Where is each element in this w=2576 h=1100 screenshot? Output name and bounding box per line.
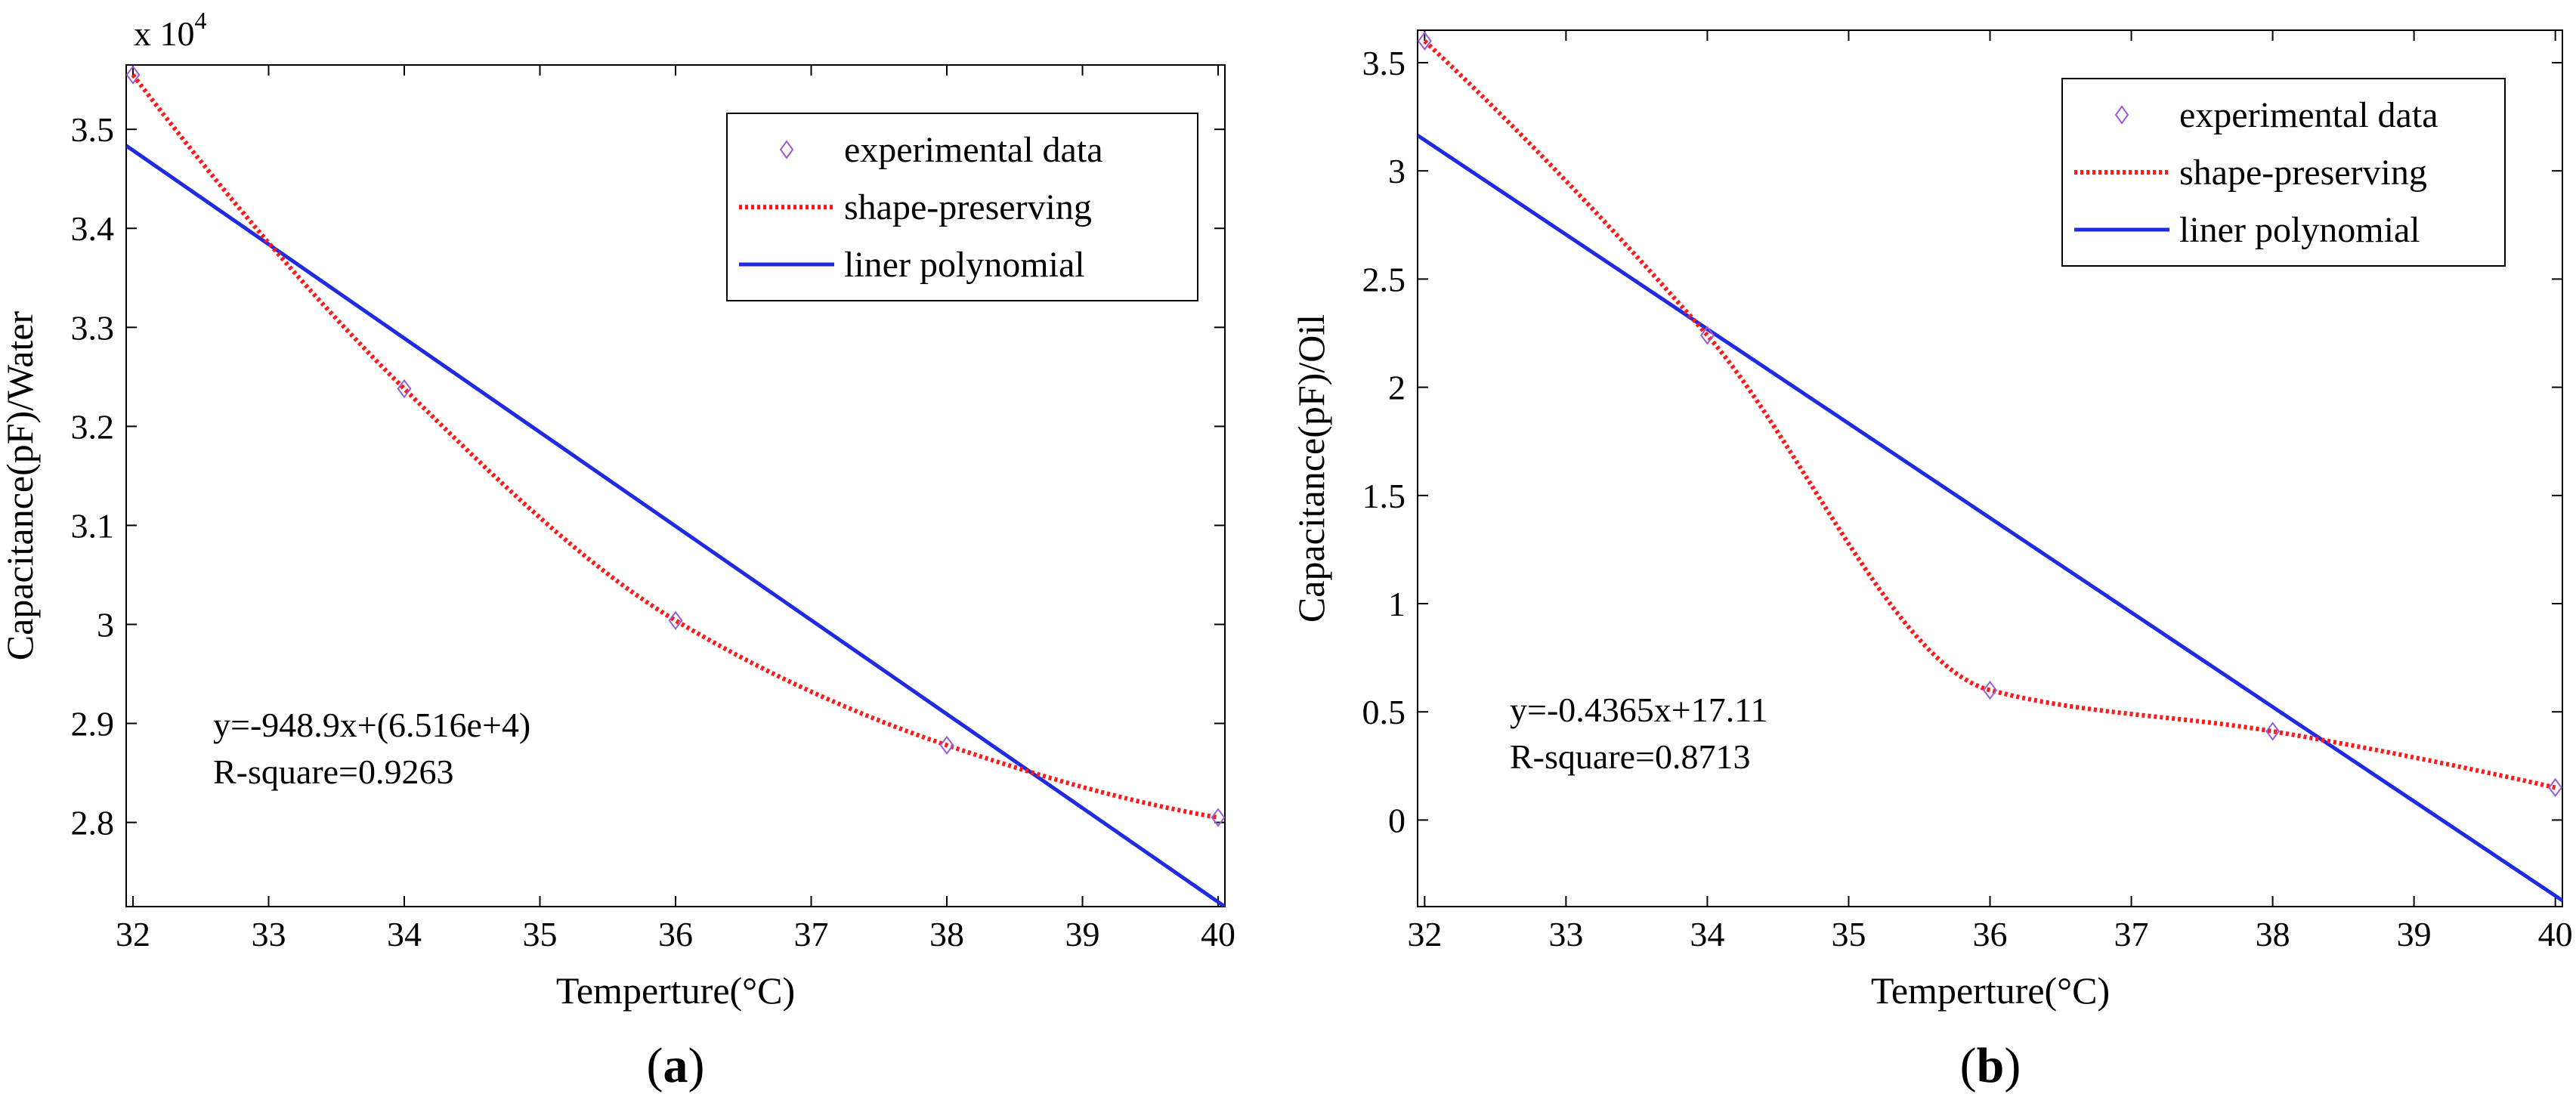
legend-marker-icon [2114,105,2129,125]
y-tick-label: 3.4 [71,209,115,248]
data-point [397,379,412,399]
y-tick-label: 0 [1388,801,1406,839]
x-tick-label: 39 [2397,915,2432,953]
x-tick-label: 33 [251,915,286,953]
legend-entry-label: shape-preserving [844,187,1092,227]
y-tick-label: 3 [97,605,114,644]
data-point [939,735,954,755]
legend-entry-label: liner polynomial [2179,210,2420,250]
x-tick-label: 36 [1973,915,2008,953]
series-shape-preserving [1423,39,2556,790]
legend-b: experimental data shape-preserving liner p… [2061,78,2506,267]
x-axis-label: Temperture(°C) [556,969,795,1012]
x-tick-label: 32 [116,915,150,953]
x-tick-label: 35 [1831,915,1866,953]
series-liner-polynomial [126,144,1225,907]
y-tick-label: 1.5 [1362,477,1406,515]
y-tick-label: 3 [1388,152,1406,190]
legend-box [726,113,1198,301]
x-tick-label: 38 [2256,915,2290,953]
y-tick-label: 3.5 [1362,44,1406,82]
y-tick-label: 1 [1388,585,1406,623]
x-tick-label: 36 [658,915,693,953]
data-point [1418,31,1432,51]
x-axis-label: Temperture(°C) [1871,969,2110,1012]
series-group-a [126,65,1225,907]
x-tick-label: 37 [2114,915,2149,953]
y-exponent-power: 4 [195,7,207,34]
y-tick-label: 2 [1388,369,1406,407]
data-point [126,65,141,85]
data-point [668,610,683,630]
x-tick-label: 32 [1407,915,1442,953]
panel-label: (b) [1960,1038,2021,1093]
y-axis-label: Capacitance(pF)/Water [0,311,41,660]
legend-entry-label: experimental data [844,130,1103,170]
fit-annotation: y=-948.9x+(6.516e+4) [213,706,530,744]
fit-annotation: R-square=0.8713 [1510,737,1751,776]
y-tick-label: 2.9 [71,705,115,743]
panel-label: (a) [647,1038,705,1093]
series-liner-polynomial [1418,134,2562,903]
legend-entry-label: shape-preserving [2179,153,2427,193]
chart-panel-b: 32 33 34 35 36 37 38 39 40 0 0.5 1 1.5 2 2.5 3 3.5 Temper… [1290,29,2573,1093]
x-tick-label: 40 [1201,915,1235,953]
data-point [2265,721,2281,741]
legend-entry-label: liner polynomial [844,245,1085,285]
fit-annotation: y=-0.4365x+17.11 [1510,691,1768,729]
y-tick-label: 2.5 [1362,260,1406,298]
series-group-b [1418,31,2562,903]
y-tick-label: 3.5 [71,110,115,149]
legend-marker-icon [779,140,794,159]
y-tick-label: 3.2 [71,407,115,446]
y-tick-label: 3.3 [71,308,115,347]
x-tick-label: 37 [794,915,829,953]
legend-a: experimental data shape-preserving liner p… [726,113,1198,301]
x-tick-label: 35 [522,915,557,953]
y-exponent-label: x 104 [134,7,207,53]
y-axis-label: Capacitance(pF)/Oil [1290,314,1332,623]
x-tick-label: 38 [929,915,964,953]
x-tick-label: 39 [1065,915,1100,953]
x-tick-label: 34 [1690,915,1724,953]
chart-panel-a: 32 33 34 35 36 37 38 39 40 2.8 2.9 3 3.1 3.2 3.3 3.4 3.5… [0,7,1235,1093]
series-shape-preserving [131,73,1219,820]
data-point [1983,680,1997,700]
data-point [1211,808,1225,827]
y-tick-label: 2.8 [71,804,115,842]
x-tick-label: 33 [1548,915,1583,953]
y-tick-label: 3.1 [71,506,115,545]
fit-annotation: R-square=0.9263 [213,752,454,791]
x-tick-label: 40 [2538,915,2573,953]
data-point [2548,777,2562,798]
x-tick-label: 34 [387,915,422,953]
data-point [1699,326,1715,345]
legend-entry-label: experimental data [2179,95,2438,135]
y-tick-label: 0.5 [1362,693,1406,731]
